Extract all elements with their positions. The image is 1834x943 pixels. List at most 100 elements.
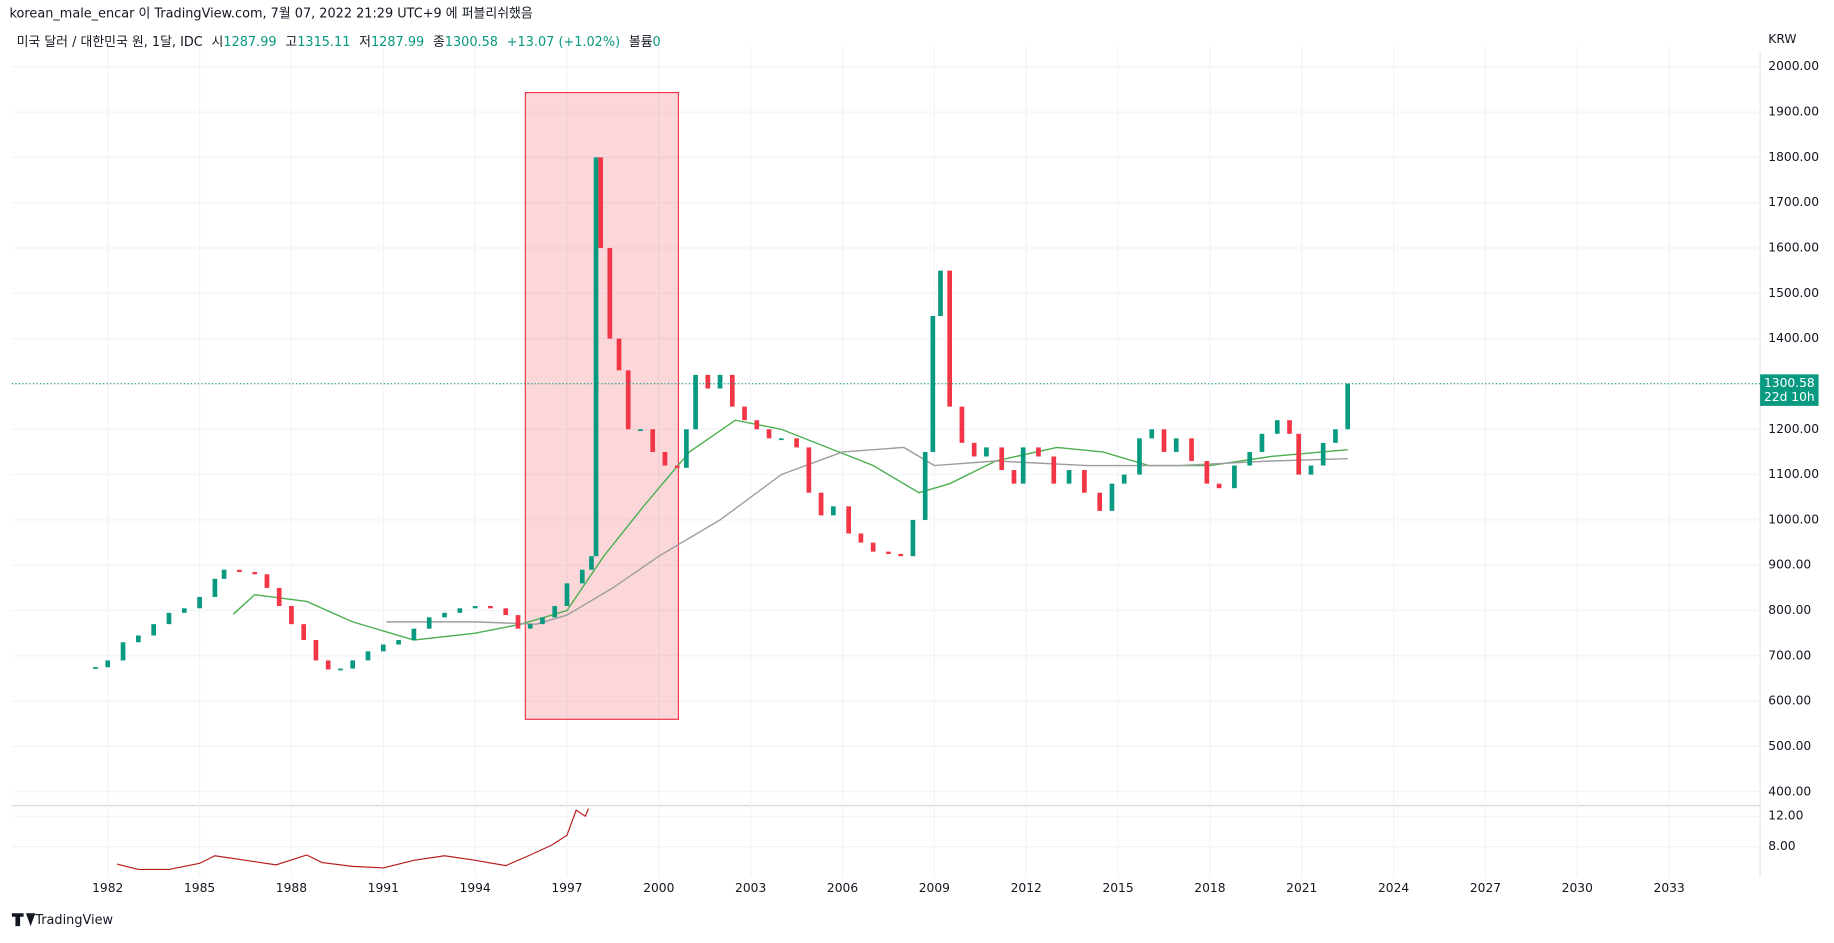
high-value: 1315.11 [297,35,350,50]
candle [1020,447,1026,484]
candle [650,429,656,452]
candle [662,451,668,466]
last-price-box [1760,374,1819,406]
x-tick-label: 2021 [1286,881,1317,895]
candle [930,315,936,452]
candle [778,438,784,441]
candle [754,420,760,430]
high-label: 고 [285,35,297,50]
candle [684,429,689,468]
candle [959,406,965,443]
candle [1296,433,1302,475]
candle [365,651,371,661]
y-tick-label: 1000.00 [1768,512,1819,526]
candle [729,374,735,407]
candle [1259,433,1265,452]
candle [593,157,599,557]
moving-average [386,446,1348,625]
candle [350,660,356,669]
candle [1274,420,1280,434]
x-tick-label: 2033 [1654,881,1685,895]
candle [579,569,585,584]
candle [1082,470,1087,493]
candle [922,451,928,520]
candle [166,612,172,625]
y-tick-label: 1100.00 [1768,467,1819,481]
candle [1161,429,1167,452]
y-tick-label: 600.00 [1768,694,1811,708]
candle [794,438,799,448]
x-tick-label: 1988 [276,881,307,895]
candle [1204,460,1210,484]
x-tick-label: 2012 [1011,881,1042,895]
candle [457,608,463,613]
candle [181,608,187,613]
legend: 미국 달러 / 대한민국 원, 1달, IDC 시1287.99 고1315.1… [17,35,661,50]
open-label: 시 [212,35,224,50]
y-tick-label: 1800.00 [1768,150,1819,164]
candle [1247,451,1253,466]
candle [1232,465,1237,489]
header: korean_male_encar 이 TradingView.com, 7월 … [10,6,533,22]
y-tick-label: 500.00 [1768,739,1811,753]
candle [674,465,680,468]
candle [858,533,864,543]
candle [898,553,904,557]
candle [1173,438,1179,452]
candle [910,519,916,557]
candle [325,660,331,670]
candle [1308,465,1314,475]
candle [197,596,202,609]
y-tick-label: 400.00 [1768,784,1811,798]
x-tick-label: 2003 [735,881,766,895]
candle [1036,447,1041,457]
candle [1320,442,1326,466]
candle [1216,483,1222,489]
candle [488,606,493,609]
candle [598,157,603,248]
y-tick-label: 12.00 [1768,809,1803,823]
low-value: 1287.99 [371,35,424,50]
y-tick-label: 1900.00 [1768,105,1819,119]
last-price-label: 1300.58 [1764,376,1815,390]
volume-value: 0 [653,35,661,50]
change: +13.07 (+1.02%) [507,35,620,50]
candle [264,574,270,588]
candle [1011,470,1017,484]
candle [93,667,98,669]
candle [938,270,943,316]
x-tick-label: 1997 [551,881,582,895]
candle [742,406,747,421]
candle [984,447,989,457]
y-tick-label: 1700.00 [1768,195,1819,209]
candle [886,551,891,554]
candle [947,270,953,407]
candle [971,442,977,457]
candle [766,429,772,439]
candle [313,640,319,661]
candle [870,542,876,552]
x-tick-label: 1994 [460,881,491,895]
x-tick-label: 2009 [919,881,950,895]
candle [564,583,570,607]
candle [396,640,401,645]
x-tick-label: 1991 [368,881,399,895]
candle [380,644,386,652]
open-value: 1287.99 [223,35,276,50]
indicator-line [116,808,589,871]
candle [120,642,126,661]
candle [221,569,227,579]
candle [136,635,141,643]
footer: TradingView [34,913,113,928]
x-tick-label: 2030 [1562,881,1593,895]
candle [607,247,613,339]
candle [625,370,631,430]
volume-label: 볼륨 [629,35,653,50]
candle [1333,429,1338,443]
candle [527,624,533,629]
candle [426,617,432,629]
y-tick-label: 8.00 [1768,839,1795,853]
candle [806,447,812,493]
candle [589,556,594,570]
